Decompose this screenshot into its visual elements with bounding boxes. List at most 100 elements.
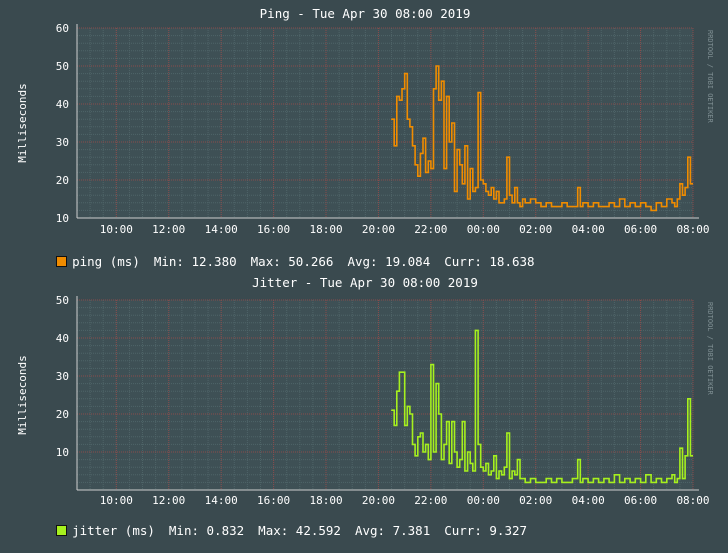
jitter-data-point [516,459,518,461]
jitter-xtick-label: 02:00 [519,494,552,507]
ping-data-point [516,202,518,204]
jitter-data-point [579,481,581,483]
jitter-data-point [480,466,482,468]
ping-plot-area [77,28,693,218]
ping-data-point [414,164,416,166]
ping-data-point [482,183,484,185]
ping-avg: Avg: 19.084 [347,254,431,269]
ping-xtick-label: 16:00 [257,223,290,236]
ping-data-point [490,187,492,189]
ping-data-point [511,202,513,204]
ping-data-point [472,190,474,192]
ping-data-point [409,126,411,128]
jitter-data-point [485,462,487,464]
ping-ytick-label: 60 [56,22,69,35]
jitter-data-point [629,481,631,483]
ping-data-point [674,206,676,208]
jitter-data-point [414,455,416,457]
ping-data-point [448,141,450,143]
ping-data-point [459,164,461,166]
ping-series-line [391,65,693,212]
jitter-data-point [550,481,553,483]
ping-data-point [608,202,610,204]
ping-data-point [480,179,482,181]
ping-ytick-label: 40 [56,98,69,111]
jitter-data-point [482,470,484,472]
jitter-data-point [506,432,508,434]
jitter-max: Max: 42.592 [258,523,341,538]
ping-xtick-label: 06:00 [624,223,657,236]
jitter-data-point [448,462,450,464]
jitter-xtick-label: 10:00 [100,494,133,507]
ping-data-point [566,206,568,208]
ping-data-point [660,206,663,208]
jitter-plot-area [77,300,693,490]
jitter-data-point [522,478,524,480]
jitter-data-point [660,481,663,483]
ping-data-point [417,175,419,177]
ping-data-point [561,202,563,204]
ping-data-point [393,145,395,147]
jitter-data-point [571,478,574,480]
jitter-ytick-label: 20 [56,408,69,421]
jitter-data-point [422,451,424,453]
jitter-data-point [396,390,398,392]
ping-min: Min: 12.380 [153,254,237,269]
ping-xtick-label: 10:00 [100,223,133,236]
ping-watermark: RRDTOOL / TOBI OETIKER [706,30,714,124]
jitter-data-point [514,474,516,476]
jitter-data-point [435,383,437,385]
ping-data-point [587,206,589,208]
ping-data-point [579,206,581,208]
ping-data-point [425,171,427,173]
jitter-legend: jitter (ms) Min: 0.832 Max: 42.592 Avg: 7.3… [26,508,541,553]
ping-data-point [453,190,456,192]
jitter-xtick-label: 18:00 [309,494,342,507]
jitter-data-point [438,413,440,415]
ping-data-point [679,183,681,185]
ping-ytick-label: 30 [56,136,69,149]
jitter-data-point [461,421,463,423]
ping-curr: Curr: 18.638 [444,254,535,269]
ping-data-point [498,202,500,204]
ping-data-point [495,190,498,192]
ping-data-point [432,88,435,90]
jitter-data-point [582,478,584,480]
ping-data-point [676,198,678,200]
jitter-watermark: RRDTOOL / TOBI OETIKER [706,302,714,396]
ping-xtick-label: 22:00 [414,223,447,236]
ping-data-point [466,198,469,200]
jitter-swatch [56,525,68,536]
ping-data-point [503,198,505,200]
jitter-data-point [619,481,621,483]
ping-data-point [598,206,600,208]
ping-data-point [684,187,686,189]
jitter-data-point [598,481,600,483]
jitter-data-point [671,474,673,476]
jitter-xtick-label: 08:00 [676,494,709,507]
ping-data-point [430,168,432,170]
ping-data-point [639,202,642,204]
jitter-data-point [613,474,615,476]
jitter-data-point [493,455,495,457]
jitter-data-point [498,470,500,472]
jitter-data-point [430,364,432,366]
jitter-data-point [624,478,626,480]
ping-data-point [556,206,558,208]
ping-data-point [464,145,466,147]
ping-data-point [535,202,537,204]
jitter-data-point [472,470,474,472]
jitter-data-point [474,329,477,331]
ping-data-point [655,202,657,204]
jitter-data-point [404,424,406,426]
ping-data-point [689,183,691,185]
jitter-data-point [655,478,657,480]
ping-data-point [650,209,652,211]
jitter-data-point [456,466,458,468]
ping-chart: 10 20 30 40 50 60 10:00 12:00 14:00 16:00 18:00 20:… [16,6,714,236]
jitter-chart: 10 20 30 40 50 10:00 12:00 14:00 16:00 18:00 20:00… [16,275,714,507]
jitter-data-point [459,459,461,461]
jitter-series-line [391,329,693,484]
jitter-data-point [577,459,579,461]
ping-data-point [404,73,406,75]
